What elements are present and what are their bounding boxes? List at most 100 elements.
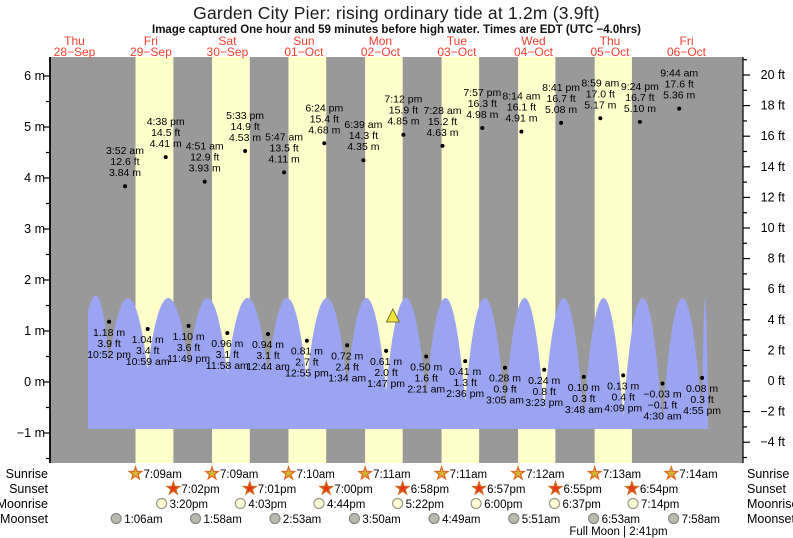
sunset-icon: [471, 479, 488, 496]
low-tide-label: 3.9 ft: [97, 338, 120, 350]
high-tide-label: 7:12 pm: [384, 94, 422, 106]
left-axis-label: 2 m: [24, 273, 45, 287]
astro-time-label: 5:51am: [522, 514, 560, 526]
low-tide-label: 0.24 m: [528, 375, 560, 387]
astro-row-label-left: Sunset: [9, 482, 48, 496]
left-axis-label: 5 m: [24, 120, 45, 134]
right-axis-label: 16 ft: [761, 129, 786, 143]
left-axis-label: −1 m: [17, 426, 45, 440]
moonset-icon: [269, 512, 281, 525]
day-date-label: 28−Sep: [54, 45, 96, 59]
right-axis-label: −2 ft: [760, 405, 785, 419]
moonset-icon: [428, 512, 440, 525]
astro-time-label: 7:02pm: [181, 484, 219, 496]
low-tide-label: 3:48 am: [565, 404, 603, 416]
right-axis-label: 8 ft: [768, 252, 786, 266]
high-tide-label: 14.9 ft: [230, 121, 259, 133]
low-tide-label: 1.10 m: [173, 331, 205, 343]
astro-row-label-right: Moonset: [747, 512, 793, 526]
high-tide-label: 5.17 m: [584, 99, 616, 111]
high-tide-label: 4.35 m: [347, 141, 379, 153]
low-tide-dot: [621, 373, 626, 378]
high-tide-label: 12.9 ft: [190, 152, 219, 164]
high-tide-label: 17.0 ft: [586, 88, 615, 100]
high-tide-dot: [480, 126, 485, 130]
high-tide-label: 7:57 pm: [463, 87, 501, 99]
day-date-label: 04−Oct: [514, 45, 554, 59]
high-tide-label: 5.10 m: [624, 103, 656, 115]
sunrise-icon: [280, 465, 297, 481]
low-tide-label: 1:34 am: [328, 372, 366, 384]
high-tide-label: 3.93 m: [189, 163, 221, 175]
high-tide-label: 8:59 am: [581, 77, 619, 89]
sunrise-icon: [510, 465, 527, 481]
high-tide-label: 5.08 m: [545, 104, 577, 116]
high-tide-label: 16.1 ft: [507, 102, 536, 114]
high-tide-label: 15.2 ft: [428, 116, 457, 128]
low-tide-label: 3:05 am: [486, 395, 524, 407]
moonrise-icon: [156, 497, 168, 510]
astro-time-label: 7:11am: [450, 469, 488, 481]
astro-time-label: 7:01pm: [258, 484, 296, 496]
sunrise-icon: [357, 464, 374, 481]
day-name-label: Wed: [521, 34, 545, 48]
astro-time-label: 3:50am: [362, 514, 400, 526]
low-tide-label: 0.9 ft: [493, 384, 516, 396]
high-tide-label: 7:28 am: [424, 105, 462, 117]
high-tide-dot: [519, 129, 524, 134]
low-tide-label: 0.94 m: [252, 339, 284, 351]
high-tide-label: 4.91 m: [505, 113, 537, 125]
day-date-label: 30−Sep: [207, 45, 249, 59]
right-axis-label: 2 ft: [768, 343, 786, 357]
sunset-icon: [318, 480, 335, 496]
astro-time-label: 7:09am: [144, 469, 182, 481]
low-tide-label: 10:52 pm: [87, 349, 131, 361]
low-tide-label: 0.10 m: [568, 382, 600, 394]
day-date-label: 03−Oct: [437, 45, 477, 59]
left-axis-label: 1 m: [24, 324, 45, 338]
low-tide-label: 4:55 pm: [683, 405, 721, 417]
astro-time-label: 7:12am: [526, 469, 564, 481]
astro-time-label: 7:09am: [220, 469, 258, 481]
astro-time-label: 7:14pm: [641, 499, 679, 511]
tide-wave: [88, 295, 708, 429]
low-tide-label: 0.3 ft: [572, 393, 595, 405]
high-tide-label: 15.9 ft: [389, 105, 418, 117]
low-tide-label: 11:49 pm: [167, 353, 210, 365]
astro-row-label-right: Sunrise: [747, 467, 789, 481]
moonset-icon: [110, 512, 122, 525]
low-tide-label: 1.3 ft: [454, 377, 477, 389]
low-tide-label: 0.28 m: [489, 373, 521, 385]
day-name-label: Tue: [447, 34, 468, 48]
day-name-label: Fri: [680, 34, 694, 48]
high-tide-label: 4.63 m: [426, 127, 458, 139]
low-tide-label: 0.8 ft: [533, 386, 556, 398]
moonset-icon: [587, 512, 600, 525]
sunset-icon: [547, 479, 564, 496]
right-axis-label: 12 ft: [761, 190, 786, 204]
full-moon-label: Full Moon | 2:41pm: [569, 526, 667, 538]
astro-row-label-right: Sunset: [747, 482, 786, 496]
low-tide-dot: [700, 375, 705, 380]
sunrise-icon: [433, 464, 450, 481]
astro-time-label: 6:54pm: [640, 484, 678, 496]
high-tide-label: 3.84 m: [109, 167, 141, 179]
low-tide-label: 0.13 m: [607, 380, 639, 392]
day-name-label: Sun: [293, 34, 314, 48]
low-tide-label: 2:36 pm: [446, 388, 484, 400]
low-tide-dot: [581, 374, 586, 379]
low-tide-label: 2.4 ft: [336, 361, 359, 373]
sunrise-icon: [127, 464, 144, 481]
day-name-label: Mon: [369, 34, 392, 48]
low-tide-label: 1:47 pm: [367, 378, 405, 390]
high-tide-label: 16.7 ft: [546, 93, 575, 105]
day-date-label: 01−Oct: [284, 45, 324, 59]
right-axis-label: 10 ft: [761, 221, 786, 235]
high-tide-label: 4:51 am: [186, 141, 224, 153]
low-tide-dot: [660, 381, 665, 386]
high-tide-label: 16.3 ft: [468, 98, 497, 110]
high-tide-label: 14.3 ft: [349, 130, 378, 142]
high-tide-label: 4.85 m: [387, 116, 419, 128]
astro-time-label: 6:37pm: [563, 499, 601, 511]
moonrise-icon: [234, 497, 246, 510]
